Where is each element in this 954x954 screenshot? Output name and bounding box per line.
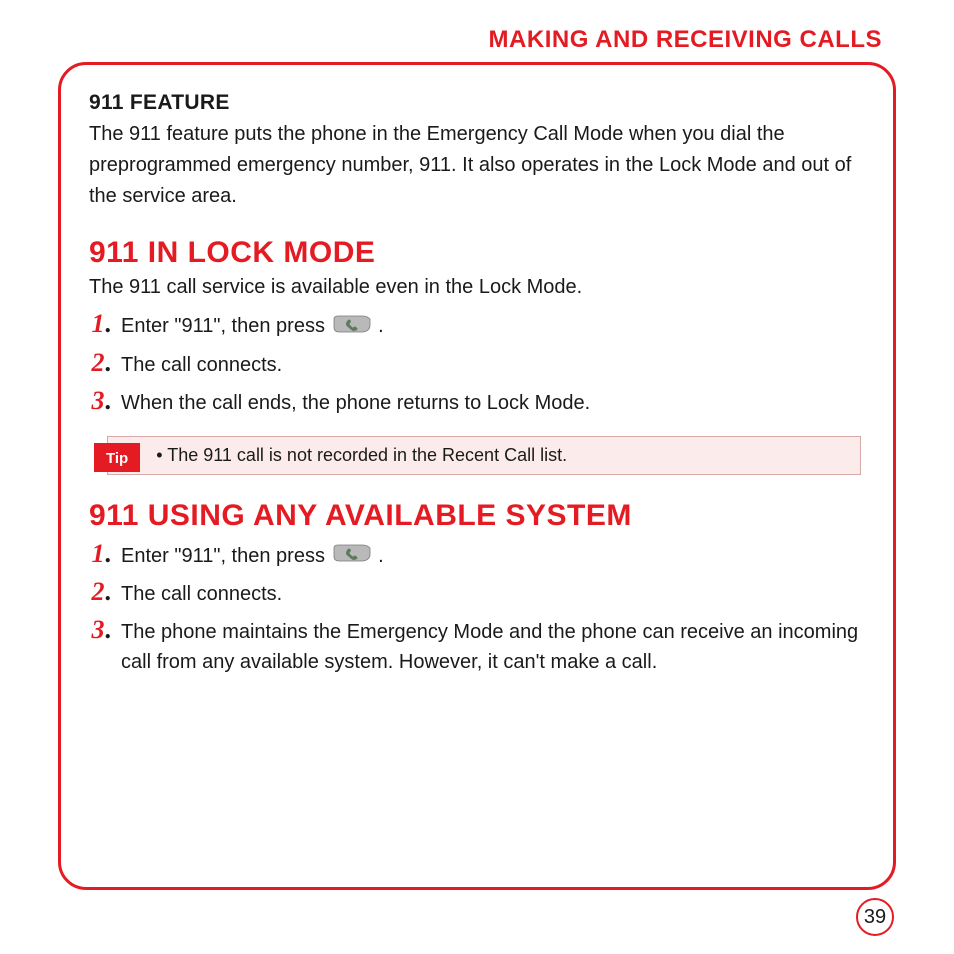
page-number: 39 bbox=[856, 898, 894, 936]
step-text: The phone maintains the Emergency Mode a… bbox=[121, 617, 865, 677]
step-text: Enter "911", then press . bbox=[121, 311, 384, 342]
step-number: 2. bbox=[89, 577, 111, 607]
send-key-icon bbox=[333, 312, 371, 342]
step-text: Enter "911", then press . bbox=[121, 541, 384, 572]
step-text-pre: The phone maintains the Emergency Mode a… bbox=[121, 621, 858, 673]
step-text: The call connects. bbox=[121, 350, 282, 380]
step-number: 3. bbox=[89, 615, 111, 645]
step-item: 2. The call connects. bbox=[89, 577, 865, 609]
step-text-pre: The call connects. bbox=[121, 354, 282, 376]
lock-mode-intro: The 911 call service is available even i… bbox=[89, 272, 865, 303]
tip-label: Tip bbox=[94, 443, 140, 472]
step-number: 2. bbox=[89, 348, 111, 378]
step-text-pre: Enter "911", then press bbox=[121, 315, 331, 337]
step-item: 1. Enter "911", then press . bbox=[89, 539, 865, 572]
tip-callout: Tip • The 911 call is not recorded in th… bbox=[107, 436, 861, 475]
step-text: When the call ends, the phone returns to… bbox=[121, 388, 590, 418]
any-system-steps: 1. Enter "911", then press . 2. The call co… bbox=[89, 539, 865, 678]
step-text-post: . bbox=[373, 545, 384, 567]
step-item: 3. When the call ends, the phone returns … bbox=[89, 386, 865, 418]
step-text-pre: The call connects. bbox=[121, 583, 282, 605]
content-panel: 911 FEATURE The 911 feature puts the pho… bbox=[58, 62, 896, 890]
send-key-icon bbox=[333, 541, 371, 571]
lock-mode-steps: 1. Enter "911", then press . 2. The call co… bbox=[89, 309, 865, 418]
step-text-post: . bbox=[373, 315, 384, 337]
tip-text: • The 911 call is not recorded in the Re… bbox=[140, 437, 577, 474]
step-text-pre: Enter "911", then press bbox=[121, 545, 331, 567]
page-header: MAKING AND RECEIVING CALLS bbox=[489, 26, 882, 54]
lock-mode-title: 911 IN LOCK MODE bbox=[89, 236, 865, 270]
step-number: 3. bbox=[89, 386, 111, 416]
step-text-pre: When the call ends, the phone returns to… bbox=[121, 392, 590, 414]
any-system-title: 911 USING ANY AVAILABLE SYSTEM bbox=[89, 499, 865, 533]
feature-body: The 911 feature puts the phone in the Em… bbox=[89, 119, 865, 212]
step-text: The call connects. bbox=[121, 579, 282, 609]
step-item: 1. Enter "911", then press . bbox=[89, 309, 865, 342]
feature-heading: 911 FEATURE bbox=[89, 91, 865, 115]
step-number: 1. bbox=[89, 309, 111, 339]
step-item: 2. The call connects. bbox=[89, 348, 865, 380]
step-number: 1. bbox=[89, 539, 111, 569]
step-item: 3. The phone maintains the Emergency Mode… bbox=[89, 615, 865, 677]
